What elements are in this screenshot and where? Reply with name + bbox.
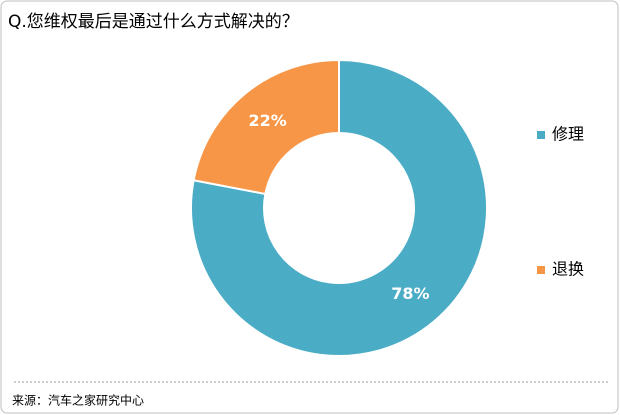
legend-label: 修理: [552, 125, 584, 144]
chart-title: Q.您维权最后是通过什么方式解决的？: [8, 12, 299, 32]
donut-slice: [190, 58, 488, 357]
data-label: 78%: [391, 284, 429, 303]
source-note: 来源：汽车之家研究中心: [12, 393, 144, 408]
donut-slice: [192, 58, 340, 196]
legend-label: 退换: [552, 260, 584, 279]
legend-swatch: [537, 266, 545, 274]
data-label: 22%: [248, 111, 286, 130]
legend-swatch: [537, 131, 545, 139]
